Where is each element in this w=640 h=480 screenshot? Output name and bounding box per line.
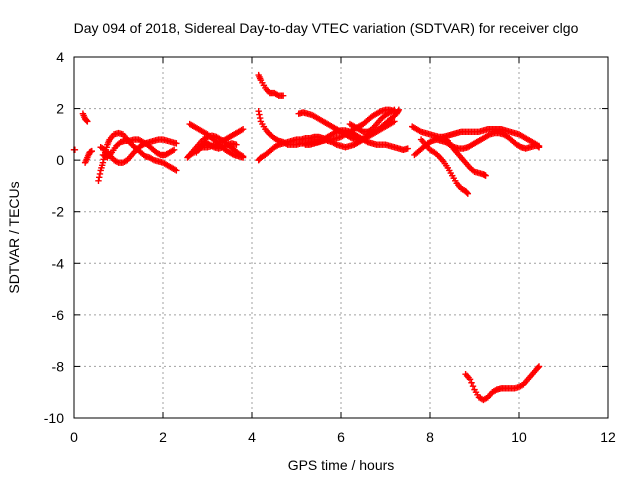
y-tick-label: -2 — [52, 204, 65, 220]
y-tick-label: 2 — [56, 101, 64, 117]
axis-ticks: 0 2 4 6 8 10 12 4 2 0 -2 -4 -6 -8 -10 — [44, 49, 616, 445]
x-tick-label: 12 — [600, 429, 616, 445]
data-point-marker — [391, 118, 398, 125]
x-tick-label: 10 — [511, 429, 527, 445]
data-point-marker — [96, 170, 104, 178]
data-point-marker — [239, 154, 247, 161]
data-point-marker — [463, 189, 471, 197]
x-tick-label: 2 — [159, 429, 167, 445]
data-point-marker — [95, 177, 102, 184]
data-point-marker — [535, 142, 543, 150]
data-point-marker — [71, 146, 79, 154]
data-point-marker — [256, 111, 263, 118]
data-point-marker — [464, 190, 472, 197]
y-tick-label: 4 — [56, 49, 64, 65]
x-tick-label: 4 — [248, 429, 256, 445]
data-point-marker — [173, 167, 180, 174]
y-axis-label: SDTVAR / TECUs — [6, 181, 22, 293]
plot-frame — [73, 56, 609, 419]
chart-title: Day 094 of 2018, Sidereal Day-to-day VTE… — [74, 20, 579, 36]
data-point-marker — [404, 145, 411, 152]
data-point-marker — [391, 106, 398, 114]
data-point-marker — [535, 363, 543, 370]
y-tick-label: -6 — [52, 307, 65, 323]
data-point-marker — [468, 379, 475, 386]
data-point-marker — [173, 140, 180, 147]
data-point-marker — [466, 376, 474, 383]
x-tick-label: 8 — [426, 429, 434, 445]
data-point-marker — [279, 92, 287, 99]
data-point-marker — [83, 117, 90, 124]
grid-lines — [74, 57, 608, 418]
data-points — [70, 71, 543, 404]
data-point-marker — [99, 159, 107, 166]
x-tick-label: 6 — [337, 429, 345, 445]
data-point-marker — [239, 126, 247, 133]
data-point-marker — [255, 107, 262, 115]
data-point-marker — [96, 174, 103, 181]
data-point-marker — [233, 141, 240, 148]
y-tick-label: -10 — [44, 410, 64, 426]
y-tick-label: -8 — [52, 358, 65, 374]
data-point-marker — [170, 146, 178, 154]
data-point-marker — [256, 114, 264, 122]
data-point-marker — [84, 118, 91, 125]
data-point-marker — [482, 172, 489, 179]
data-point-marker — [88, 147, 95, 155]
data-point-marker — [535, 364, 542, 371]
y-tick-label: -4 — [52, 255, 65, 271]
data-point-marker — [469, 382, 477, 390]
x-tick-label: 0 — [70, 429, 78, 445]
y-tick-label: 0 — [56, 152, 64, 168]
x-axis-label: GPS time / hours — [288, 457, 395, 473]
